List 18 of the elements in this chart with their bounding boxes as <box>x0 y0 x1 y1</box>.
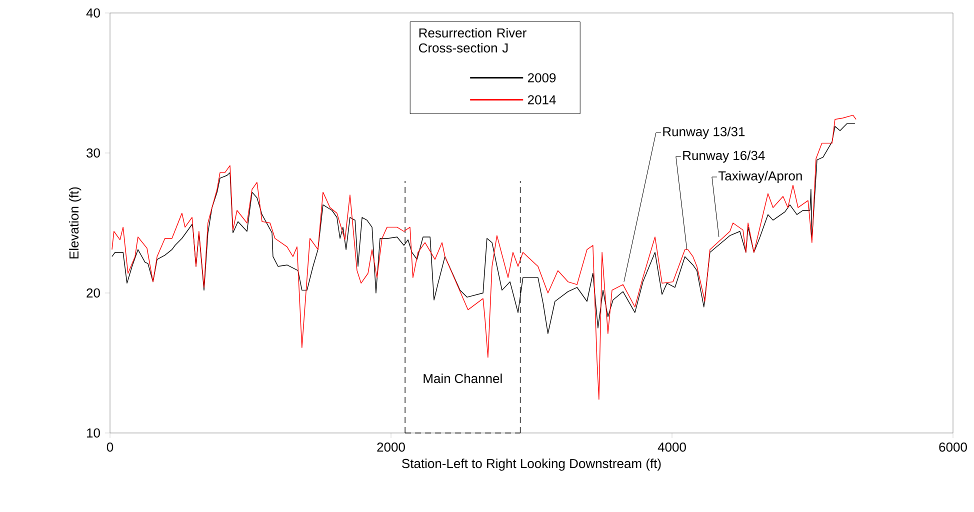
legend-title: Resurrection River Cross-section J <box>418 28 526 53</box>
annotation: Main Channel <box>424 374 502 384</box>
legend-label: 2014 <box>528 95 556 104</box>
y-tick-label: 30 <box>86 148 100 158</box>
y-tick-label: 20 <box>86 288 100 298</box>
annotation: Runway 16/34 <box>683 150 765 163</box>
x-tick-label: 2000 <box>377 442 405 452</box>
x-tick-label: 6000 <box>939 442 967 452</box>
legend-label: 2009 <box>528 73 556 82</box>
x-tick-label: 4000 <box>658 442 686 452</box>
x-axis-title: Station-Left to Right Looking Downstream (ft) <box>402 458 661 471</box>
y-tick-label: 10 <box>87 428 100 438</box>
annotation: Taxiway/Apron <box>718 170 802 184</box>
x-tick-label: 0 <box>106 442 114 452</box>
y-tick-label: 40 <box>86 8 100 18</box>
y-axis-title: Elevation (ft) <box>69 187 82 258</box>
line-series <box>112 114 856 400</box>
annotation: Runway 13/31 <box>663 126 745 139</box>
